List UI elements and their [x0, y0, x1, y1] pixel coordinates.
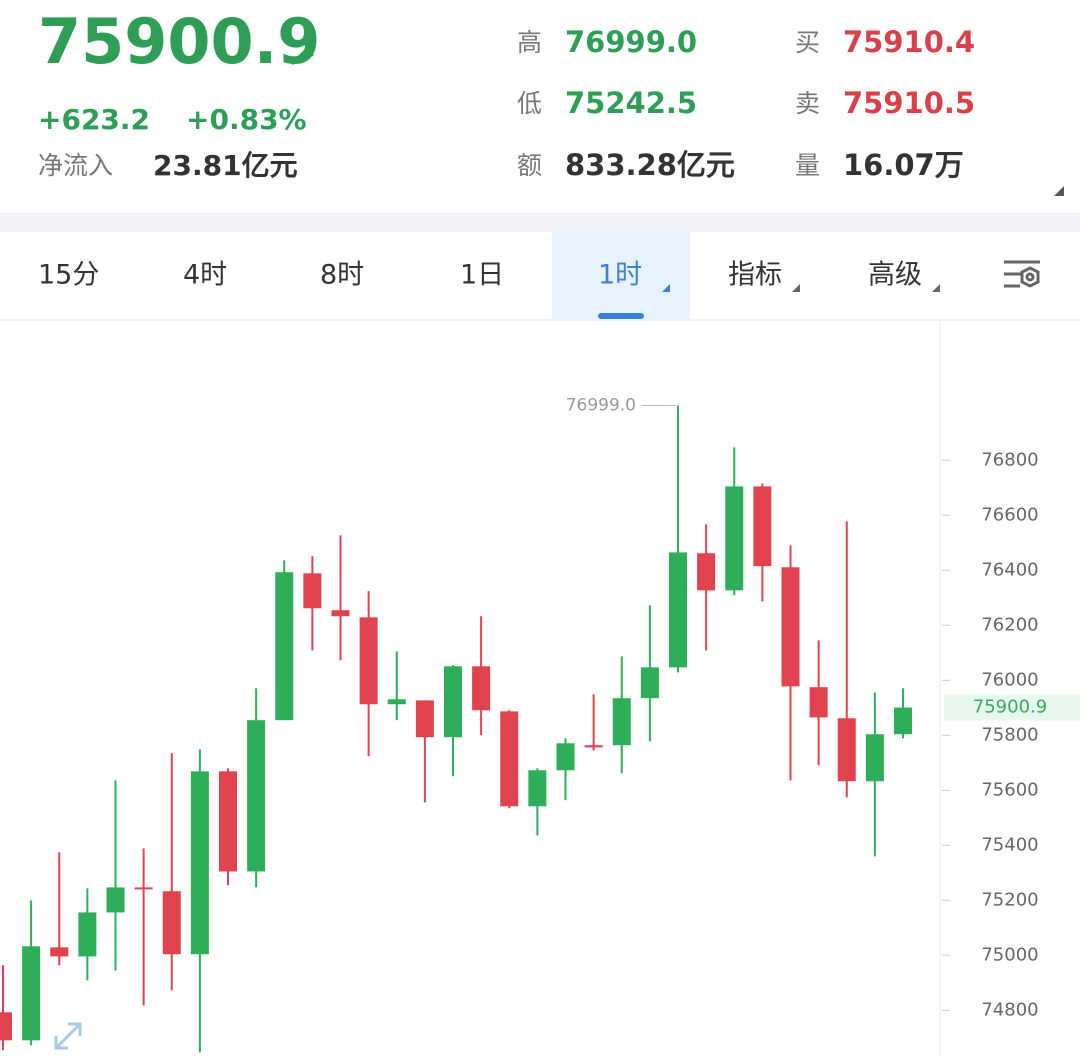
- y-tick-label: 75400: [981, 834, 1038, 855]
- y-tick-label: 76400: [981, 559, 1038, 580]
- settings-icon[interactable]: [1004, 260, 1040, 288]
- tab[interactable]: 指标: [728, 260, 782, 291]
- y-tick-label: 76600: [981, 504, 1038, 525]
- candle-body: [303, 573, 322, 609]
- candle-body: [837, 718, 856, 782]
- stat-label: 低: [517, 89, 542, 118]
- tab-caret: [662, 284, 670, 292]
- candle-body: [22, 946, 41, 1041]
- y-tick-label: 76200: [981, 614, 1038, 635]
- stat-label: 买: [795, 28, 820, 57]
- candle-body: [78, 912, 97, 957]
- candle-body: [472, 666, 491, 711]
- candle-body: [387, 699, 406, 705]
- corner-triangle: [1054, 186, 1064, 196]
- candle-body: [697, 553, 716, 591]
- candle-body: [500, 711, 519, 807]
- candle-body: [612, 698, 631, 746]
- candle-body: [415, 700, 434, 738]
- candle-body: [247, 720, 266, 872]
- last-price-label: 75900.9: [973, 697, 1047, 718]
- candle-body: [556, 743, 575, 771]
- candle-body: [275, 572, 294, 721]
- candle-body: [894, 707, 912, 735]
- candle-body: [584, 745, 603, 748]
- stat-value: 833.28亿元: [565, 148, 735, 182]
- candle-body: [50, 947, 69, 957]
- candle-body: [528, 770, 547, 807]
- expand-icon[interactable]: [54, 1022, 82, 1050]
- net-inflow: 23.81亿元: [153, 149, 298, 182]
- stat-label: 高: [517, 28, 542, 57]
- high-label: 76999.0: [566, 396, 636, 416]
- stat-value: 16.07万: [843, 148, 964, 182]
- y-tick-label: 76000: [981, 669, 1038, 690]
- chart: 74800 75000 75200 75400 75600 75800 76000 76200…: [0, 396, 1080, 1053]
- candle-body: [669, 552, 687, 668]
- stat-label: 卖: [795, 89, 820, 118]
- candle-body: [331, 610, 350, 617]
- stat-value: 76999.0: [565, 25, 697, 59]
- tab[interactable]: 1时: [598, 260, 642, 291]
- net-inflow-label: 净流入: [38, 151, 113, 180]
- tab-indicator: [598, 313, 644, 319]
- stats: 高 76999.0 买 75910.4 低 75242.5 卖 75910.5 额 833.28亿…: [517, 25, 975, 182]
- arrow-icon: [290, 42, 314, 66]
- y-tick-label: 75800: [981, 724, 1038, 745]
- candle-body: [809, 687, 828, 718]
- candle-body: [106, 887, 125, 913]
- y-tick-label: 74800: [981, 999, 1038, 1020]
- candle-body: [640, 667, 659, 699]
- candle-body: [219, 771, 237, 872]
- candle-body: [162, 891, 181, 955]
- candle-body: [444, 666, 462, 738]
- price: 75900.9: [38, 5, 320, 78]
- tab-caret: [792, 284, 800, 292]
- stat-value: 75242.5: [565, 86, 697, 120]
- y-tick-label: 75200: [981, 889, 1038, 910]
- divider-band: [0, 212, 1080, 232]
- y-tick-label: 76800: [981, 449, 1038, 470]
- y-tick-label: 75600: [981, 779, 1038, 800]
- candle-body: [781, 567, 800, 687]
- candle-body: [134, 887, 153, 890]
- candle-body: [190, 771, 209, 955]
- candle-body: [753, 486, 772, 567]
- candle-body: [0, 1012, 12, 1041]
- change-pct: +0.83%: [186, 103, 307, 136]
- tab[interactable]: 4时: [183, 260, 227, 291]
- tab[interactable]: 15分: [38, 260, 99, 291]
- candle-body: [865, 734, 884, 782]
- tab[interactable]: 8时: [320, 260, 364, 291]
- tab[interactable]: 1日: [460, 260, 504, 291]
- tab-highlight: [552, 232, 690, 320]
- stat-label: 量: [795, 151, 820, 180]
- stat-value: 75910.4: [843, 25, 975, 59]
- tab-caret: [932, 284, 940, 292]
- stat-label: 额: [517, 151, 542, 180]
- candle-body: [725, 486, 744, 591]
- stat-value: 75910.5: [843, 86, 975, 120]
- y-tick-label: 75000: [981, 944, 1038, 965]
- change: +623.2: [38, 103, 150, 136]
- candle-body: [359, 617, 378, 705]
- tab[interactable]: 高级: [868, 260, 922, 291]
- last-price-box: [944, 694, 1080, 721]
- tabs: 15分 4时 8时 1日 1时 指标 高级: [38, 232, 940, 320]
